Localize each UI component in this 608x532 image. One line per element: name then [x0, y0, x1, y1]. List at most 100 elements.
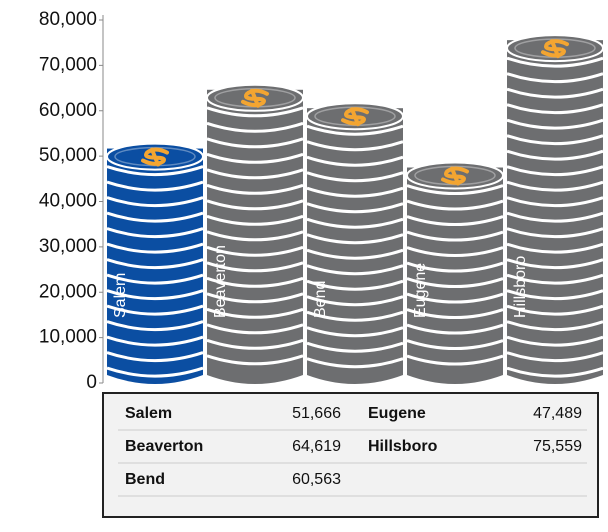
- y-tick-label: 50,000: [39, 145, 97, 166]
- y-tick-label: 70,000: [39, 54, 97, 75]
- bar-label: Eugene: [412, 263, 429, 318]
- table-name: Beaverton: [125, 438, 203, 455]
- coin-edge: [406, 292, 504, 304]
- coin-edge: [506, 242, 604, 254]
- coin-edge: [106, 320, 204, 332]
- coin-edge: [206, 199, 304, 211]
- dollar-icon: [541, 39, 569, 59]
- coin-edge: [206, 214, 304, 226]
- coin-edge: [406, 230, 504, 242]
- coin-edge: [106, 304, 204, 316]
- coin-edge: [406, 308, 504, 320]
- coin-edge: [206, 292, 304, 304]
- coin-edge: [306, 171, 404, 183]
- coin-edge: [406, 354, 504, 366]
- coin-edge: [406, 323, 504, 335]
- coin-edge: [206, 137, 304, 149]
- table-name: Salem: [125, 405, 172, 422]
- coin-edge: [506, 320, 604, 332]
- coin-edge: [306, 217, 404, 229]
- coin-edge: [506, 72, 604, 84]
- y-tick-label: 20,000: [39, 281, 97, 302]
- coin-edge: [106, 227, 204, 239]
- coin-edge: [206, 354, 304, 366]
- coin-edge: [506, 118, 604, 130]
- table-value: 64,619: [292, 438, 341, 455]
- y-tick-label: 0: [86, 372, 97, 393]
- bar-label: Beaverton: [212, 245, 229, 318]
- dollar-icon: [341, 107, 369, 127]
- coin-edge: [206, 276, 304, 288]
- coin-edge: [306, 186, 404, 198]
- table-value: 60,563: [292, 471, 341, 488]
- coin-edge: [506, 335, 604, 347]
- coin-edge: [506, 273, 604, 285]
- coin-edge: [406, 215, 504, 227]
- coin-edge: [506, 180, 604, 192]
- coin-edge: [106, 366, 204, 378]
- coin-edge: [106, 351, 204, 363]
- table-name: Eugene: [368, 405, 426, 422]
- dollar-icon: [141, 147, 169, 167]
- coin-edge: [206, 106, 304, 118]
- coin-edge: [306, 264, 404, 276]
- table-value: 75,559: [533, 438, 582, 455]
- coin-edge: [506, 227, 604, 239]
- y-tick-label: 80,000: [39, 9, 97, 30]
- table-name: Bend: [125, 471, 165, 488]
- bar-label: Hillsboro: [512, 256, 529, 318]
- coin-edge: [306, 279, 404, 291]
- coin-edge: [106, 242, 204, 254]
- coin-edge: [206, 338, 304, 350]
- coin-edge: [506, 289, 604, 301]
- table-value: 51,666: [292, 405, 341, 422]
- coin-edge: [206, 121, 304, 133]
- coin-edge: [306, 326, 404, 338]
- coin-edge: [306, 310, 404, 322]
- coin-edge: [306, 202, 404, 214]
- coin-edge: [106, 335, 204, 347]
- coin-edge: [506, 134, 604, 146]
- coin-edge: [106, 196, 204, 208]
- coin-edge: [406, 261, 504, 273]
- coin-stack-bottom: [207, 375, 303, 384]
- coin-stack-bottom: [507, 375, 603, 384]
- coin-edge: [506, 165, 604, 177]
- coin-stack-bottom: [307, 375, 403, 384]
- coin-edge: [306, 140, 404, 152]
- coin-edge: [506, 258, 604, 270]
- bar: [207, 89, 303, 375]
- coin-edge: [106, 165, 204, 177]
- dollar-icon: [441, 166, 469, 186]
- coin-edge: [306, 233, 404, 245]
- coin-edge: [106, 273, 204, 285]
- coin-edge: [206, 152, 304, 164]
- y-tick-label: 10,000: [39, 327, 97, 348]
- coin-edge: [306, 248, 404, 260]
- coin-edge: [106, 258, 204, 270]
- coin-edge: [506, 211, 604, 223]
- coin-edge: [206, 261, 304, 273]
- coin-edge: [206, 230, 304, 242]
- table-name: Hillsboro: [368, 438, 438, 455]
- coin-edge: [406, 199, 504, 211]
- coin-edge: [206, 245, 304, 257]
- coin-edge: [406, 184, 504, 196]
- coin-edge: [506, 304, 604, 316]
- coin-edge: [406, 339, 504, 351]
- coin-edge: [506, 366, 604, 378]
- coin-edge: [106, 289, 204, 301]
- coin-edge: [406, 277, 504, 289]
- coin-stack-bottom: [407, 375, 503, 384]
- coin-edge: [206, 323, 304, 335]
- coin-edge: [306, 295, 404, 307]
- coin-edge: [106, 180, 204, 192]
- coin-edge: [506, 196, 604, 208]
- dollar-icon: [241, 88, 269, 108]
- coin-edge: [306, 357, 404, 369]
- coin-edge: [206, 307, 304, 319]
- coin-stack-bottom: [107, 375, 203, 384]
- coin-edge: [406, 246, 504, 258]
- coin-edge: [106, 211, 204, 223]
